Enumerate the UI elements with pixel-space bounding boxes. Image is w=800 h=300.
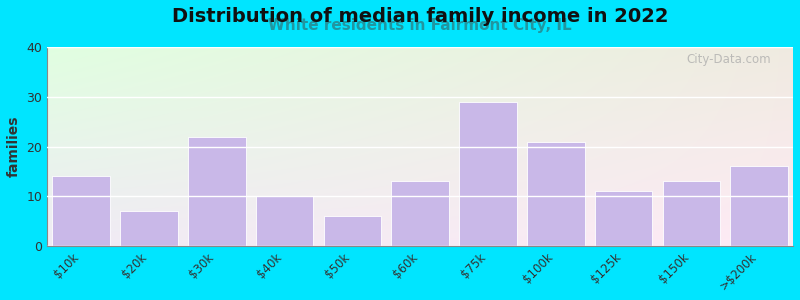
Text: City-Data.com: City-Data.com (686, 53, 770, 66)
Bar (52, 176, 110, 246)
Bar (323, 216, 381, 246)
Bar (188, 136, 246, 246)
Title: Distribution of median family income in 2022: Distribution of median family income in … (172, 7, 668, 26)
Bar (256, 196, 314, 246)
Bar (594, 191, 652, 246)
Bar (459, 102, 517, 246)
Bar (527, 142, 585, 246)
Bar (662, 182, 720, 246)
Bar (120, 211, 178, 246)
Text: White residents in Fairmont City, IL: White residents in Fairmont City, IL (268, 18, 572, 33)
Bar (391, 182, 449, 246)
Y-axis label: families: families (7, 116, 21, 177)
Bar (730, 167, 788, 246)
